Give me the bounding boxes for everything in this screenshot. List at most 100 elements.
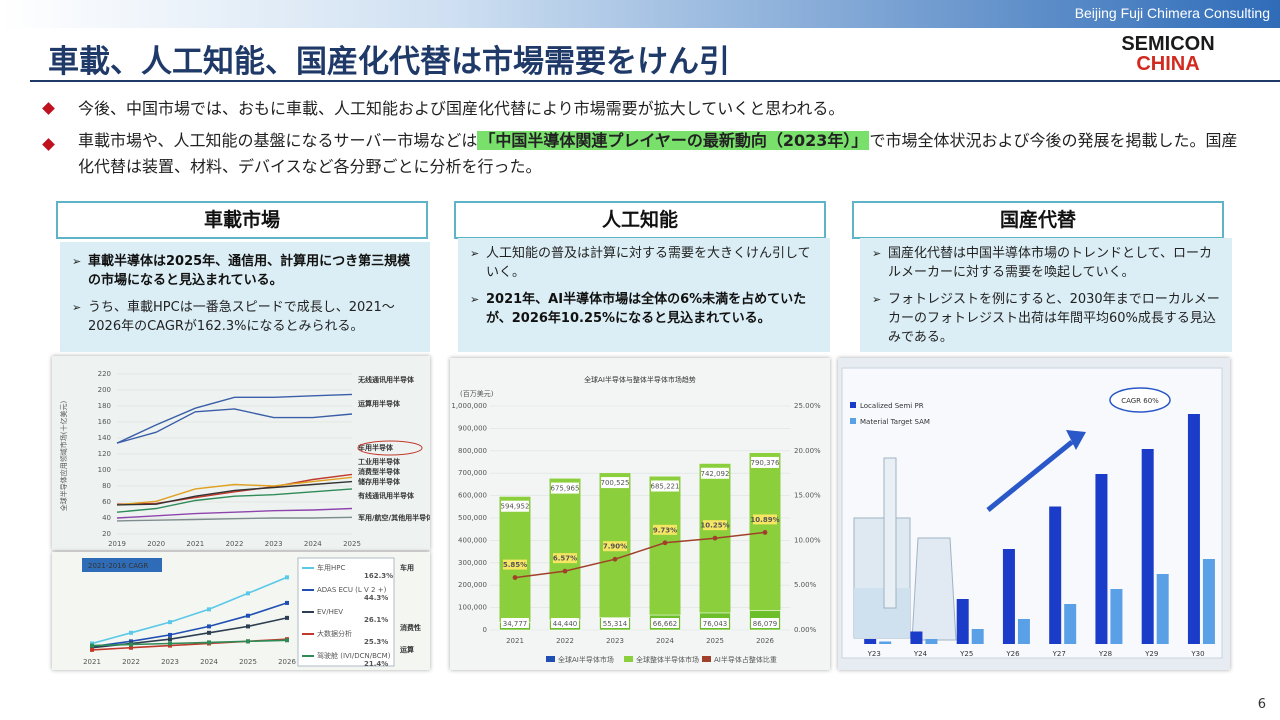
data-point xyxy=(129,639,133,644)
data-point xyxy=(129,642,133,647)
data-label-bg xyxy=(701,467,729,479)
chart-title: 2021-2016 CAGR xyxy=(88,562,148,570)
legend-label: 大数据分析 xyxy=(317,629,352,638)
note-item: ➢ フォトレジストを例にすると、2030年までローカルメーカーのフォトレジスト出荷… xyxy=(872,292,1220,345)
data-label-bg xyxy=(651,618,679,628)
y-tick-label: 0 xyxy=(483,626,487,634)
y2-tick-label: 10.00% xyxy=(794,536,821,544)
y-tick-label: 200,000 xyxy=(458,581,487,589)
side-label: 车用 xyxy=(400,563,414,572)
x-tick-label: 2019 xyxy=(108,540,126,548)
share-label-bg xyxy=(703,520,727,531)
y-tick-label: 20 xyxy=(102,530,111,538)
data-label-bg xyxy=(501,618,529,628)
y-tick-label: 60 xyxy=(102,498,111,506)
total-bar xyxy=(649,476,681,630)
legend-label: 无线通讯用半导体 xyxy=(357,375,415,384)
column-header-ai: 人工知能 xyxy=(454,201,826,239)
bar-localized xyxy=(1141,449,1154,644)
share-label-bg xyxy=(653,524,677,535)
total-data-label: 790,376 xyxy=(751,459,780,467)
bar-target-sam xyxy=(1017,619,1030,644)
y2-tick-label: 15.00% xyxy=(794,492,821,500)
top-bar: Beijing Fuji Chimera Consulting xyxy=(0,0,1280,28)
x-tick-label: Y24 xyxy=(913,650,928,658)
data-label-bg xyxy=(501,500,529,512)
bar-localized xyxy=(1095,474,1108,644)
side-label: 消费性 xyxy=(400,623,421,632)
segment-market-chart-photo: 220 200 180 160 140 120 100 80 60 40 20 2019 2020 202… xyxy=(52,356,430,550)
data-point xyxy=(207,630,211,635)
note-item: ➢ 2021年、AI半導体市場は全体の6%未満を占めていたが、2026年10.25… xyxy=(470,292,807,326)
data-point xyxy=(129,630,133,635)
legend-label: 全球整体半导体市场 xyxy=(636,655,699,664)
report-title-highlight: 「中国半導体関連プレイヤーの最新動向（2023年）」 xyxy=(477,131,870,150)
series-line xyxy=(91,576,288,645)
localization-notes: ➢ 国産化代替は中国半導体市場のトレンドとして、ローカルメーカーに対する需要を喚起… xyxy=(860,238,1232,352)
total-data-label: 742,092 xyxy=(701,470,730,478)
data-point xyxy=(285,575,289,580)
unit-label: (百万美元) xyxy=(460,389,494,398)
y-tick-label: 500,000 xyxy=(458,514,487,522)
series-line xyxy=(116,516,353,522)
data-point xyxy=(168,643,172,648)
side-label: 运算 xyxy=(400,645,414,654)
legend-cagr: 162.3% xyxy=(364,572,393,580)
share-point xyxy=(512,575,518,580)
share-data-label: 5.85% xyxy=(503,561,527,569)
legend-label: 全球AI半导体市场 xyxy=(558,655,614,664)
bar-target-sam xyxy=(1110,589,1123,644)
arrow-icon: ➢ xyxy=(470,247,480,260)
y2-tick-label: 20.00% xyxy=(794,447,821,455)
x-tick-label: 2024 xyxy=(304,540,322,548)
cagr-badge-ring xyxy=(1109,387,1171,413)
total-data-label: 594,952 xyxy=(501,503,530,511)
title-bg xyxy=(82,558,162,572)
legend-label: EV/HEV xyxy=(317,608,343,616)
data-label-bg xyxy=(551,618,579,628)
total-bar xyxy=(599,473,631,630)
bullet-1: 今後、中国市場では、おもに車載、人工知能および国産化代替により市場需要が拡大して… xyxy=(78,99,845,118)
growth-arrow-shaft xyxy=(986,440,1074,512)
series-line xyxy=(116,408,353,444)
x-tick-label: Y26 xyxy=(1005,650,1020,658)
segment-market-chart: 220 200 180 160 140 120 100 80 60 40 20 2019 2020 202… xyxy=(52,356,430,550)
y-tick-label: 200 xyxy=(98,386,111,394)
total-bar xyxy=(749,452,781,630)
ai-data-label: 66,662 xyxy=(653,620,678,628)
chart-title: 全球AI半导体与整体半导体市场趋势 xyxy=(584,375,696,384)
x-tick-label: 2026 xyxy=(756,637,774,645)
column-header-auto: 車載市場 xyxy=(56,201,428,239)
legend-cagr: 21.4% xyxy=(364,660,388,668)
legend-cagr: 25.3% xyxy=(364,638,388,646)
total-bar xyxy=(699,463,731,630)
bar-target-sam xyxy=(1156,574,1169,644)
data-label-bg xyxy=(751,618,779,628)
growth-arrow-head-icon xyxy=(1066,430,1086,450)
photoresist-growth-chart: Localized Semi PR Material Target SAM Y23 Y… xyxy=(838,358,1230,670)
legend-label: 储存用半导体 xyxy=(357,477,401,486)
data-point xyxy=(168,632,172,637)
page-number: 6 xyxy=(1257,697,1266,712)
legend-label: Localized Semi PR xyxy=(860,402,924,410)
highlight-ring xyxy=(357,440,423,456)
bullet-2-pre: 車載市場や、人工知能の基盤になるサーバー市場などは xyxy=(78,131,478,150)
x-tick-label: 2023 xyxy=(265,540,283,548)
legend-label: Material Target SAM xyxy=(860,418,930,426)
data-point xyxy=(207,624,211,629)
ai-semiconductor-chart: 全球AI半导体与整体半导体市场趋势 (百万美元) 0 100,000 200,000 30… xyxy=(450,358,830,670)
y-tick-label: 180 xyxy=(98,402,111,410)
share-label-bg xyxy=(553,553,577,564)
x-tick-label: Y29 xyxy=(1144,650,1158,658)
legend-label: 车用HPC xyxy=(317,563,345,572)
beaker-liquid xyxy=(854,588,910,638)
legend-swatch xyxy=(702,656,711,662)
y-tick-label: 800,000 xyxy=(458,447,487,455)
x-tick-label: Y30 xyxy=(1190,650,1204,658)
x-tick-label: 2026 xyxy=(278,658,296,666)
data-point xyxy=(90,645,94,650)
arrow-icon: ➢ xyxy=(470,293,480,306)
total-data-label: 685,221 xyxy=(651,483,680,491)
legend-label: 车用半导体 xyxy=(358,443,394,452)
legend-cagr: 26.1% xyxy=(364,616,388,624)
